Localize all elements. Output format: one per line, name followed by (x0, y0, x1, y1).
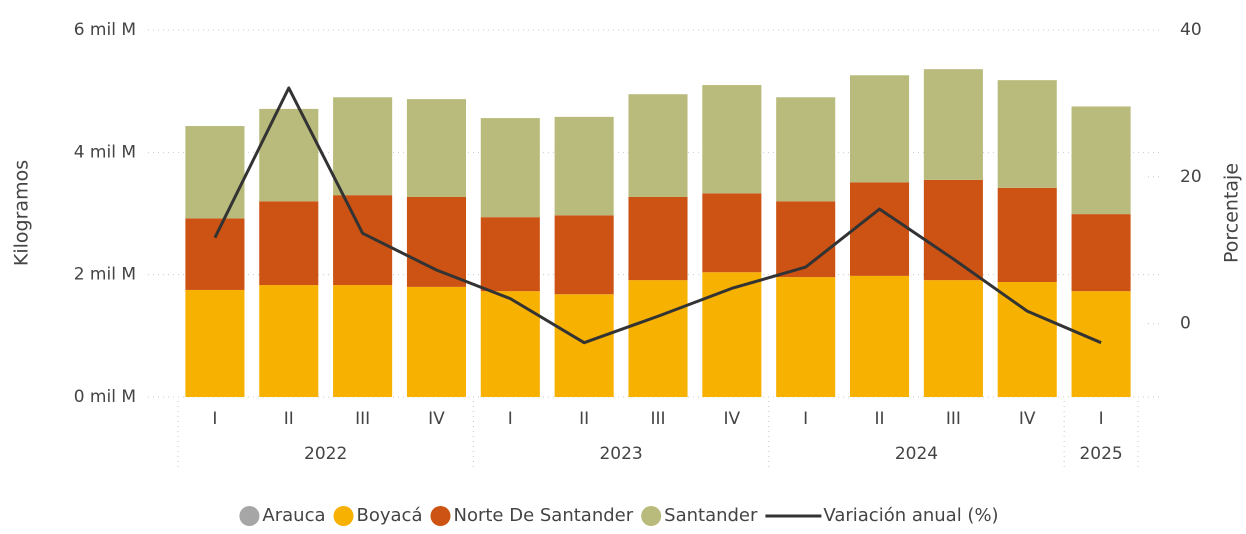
legend-label: Norte De Santander (453, 505, 633, 526)
bar-segment (628, 94, 688, 197)
x-tick-label: I (1099, 409, 1104, 429)
bar-segment (333, 195, 393, 286)
y2-axis-label: Porcentaje (1221, 163, 1243, 263)
bar-segment (850, 182, 910, 276)
y2-tick-label: 20 (1180, 167, 1202, 187)
bar-segment (923, 280, 983, 397)
bar-segment (1071, 214, 1131, 292)
bar-segment (776, 97, 836, 202)
bar-segment (850, 75, 910, 183)
x-tick-label: IV (428, 409, 445, 429)
legend-swatch (641, 506, 662, 526)
group-label: 2023 (599, 444, 642, 464)
bar-segment (185, 218, 245, 290)
x-tick-label: II (875, 409, 885, 429)
bar-segment (923, 69, 983, 180)
bar-segment (628, 280, 688, 397)
bar-segment (259, 201, 319, 286)
bar-segment (776, 277, 836, 397)
bar-segment (702, 193, 762, 273)
bar-segment (406, 196, 466, 287)
bar-segment (702, 85, 762, 194)
bar-segment (997, 282, 1057, 397)
bar-segment (1071, 291, 1131, 397)
bar-segment (406, 99, 466, 197)
legend-label: Arauca (262, 505, 325, 526)
bar-segment (406, 286, 466, 397)
group-label: 2022 (304, 444, 347, 464)
bar-segment (554, 116, 614, 216)
bar-segment (554, 294, 614, 397)
x-tick-label: III (946, 409, 961, 429)
y-tick-label: 2 mil M (74, 265, 136, 285)
bar-segment (185, 289, 245, 397)
group-label: 2025 (1079, 444, 1122, 464)
legend-swatch (430, 506, 451, 526)
y-axis-label: Kilogramos (11, 160, 33, 266)
bar-segment (259, 285, 319, 397)
x-tick-label: IV (1019, 409, 1036, 429)
x-tick-label: II (579, 409, 589, 429)
legend-label: Variación anual (%) (823, 505, 998, 526)
bar-segment (333, 285, 393, 397)
bar-segment (850, 275, 910, 397)
bar-segment (1071, 106, 1131, 215)
y-tick-label: 0 mil M (74, 387, 136, 407)
bar-segment (259, 108, 319, 202)
bar-segment (554, 215, 614, 295)
bar-segment (333, 97, 393, 196)
legend: Arauca Boyacá Norte De Santander Santander V… (239, 505, 999, 526)
legend-swatch (239, 506, 260, 526)
bar-segment (923, 179, 983, 281)
y2-tick-label: 40 (1180, 20, 1202, 40)
bar-segment (997, 80, 1057, 188)
group-label: 2024 (895, 444, 938, 464)
legend-swatch (333, 506, 354, 526)
y-tick-label: 6 mil M (74, 20, 136, 40)
x-tick-label: II (284, 409, 294, 429)
bar-segment (185, 126, 245, 219)
legend-label: Boyacá (357, 505, 423, 526)
bar-segment (480, 217, 540, 292)
x-tick-label: I (212, 409, 217, 429)
x-tick-label: III (650, 409, 665, 429)
x-tick-label: III (355, 409, 370, 429)
bar-segment (776, 201, 836, 278)
y2-tick-label: 0 (1180, 314, 1191, 334)
bar-segment (628, 196, 688, 281)
bar-segment (480, 118, 540, 218)
bar-segment (702, 272, 762, 397)
y-tick-label: 4 mil M (74, 142, 136, 162)
x-tick-label: I (803, 409, 808, 429)
x-tick-label: IV (724, 409, 741, 429)
line (213, 86, 1102, 345)
x-tick-label: I (508, 409, 513, 429)
bar-segment (480, 291, 540, 397)
bar-segment (997, 187, 1057, 283)
legend-label: Santander (664, 505, 758, 526)
